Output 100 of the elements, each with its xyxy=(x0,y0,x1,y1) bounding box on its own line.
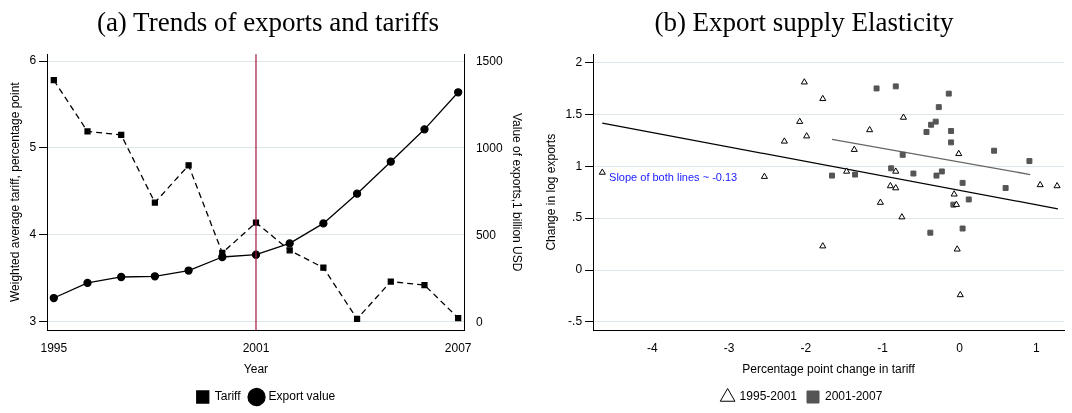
point xyxy=(780,137,788,144)
x-tick-label: -4 xyxy=(646,340,658,355)
annotation: Slope of both lines ~ -0.13 xyxy=(609,171,738,184)
point xyxy=(910,170,917,177)
point xyxy=(819,94,827,102)
y-tick-label: 3 xyxy=(29,313,37,328)
point xyxy=(852,171,859,178)
point xyxy=(948,128,955,134)
point xyxy=(950,190,958,197)
point xyxy=(892,167,900,174)
y-tick-label: 6 xyxy=(29,53,37,68)
chart-title: (a) Trends of exports and tariffs xyxy=(95,6,441,39)
chart-title: (b) Export supply Elasticity xyxy=(653,6,955,39)
point xyxy=(286,247,293,254)
x-axis-title: Percentage point change in tariff xyxy=(742,362,916,377)
point xyxy=(873,85,880,92)
point xyxy=(50,77,57,84)
point xyxy=(898,213,906,220)
point xyxy=(938,168,945,175)
y2-tick-label: 500 xyxy=(475,227,497,242)
point xyxy=(892,83,899,90)
x-tick-label: 1 xyxy=(1033,340,1040,355)
point xyxy=(933,172,940,179)
point xyxy=(888,165,895,172)
point xyxy=(892,184,900,191)
y-tick-label: 1 xyxy=(575,158,583,173)
point xyxy=(454,88,463,97)
point xyxy=(118,131,125,139)
y-axis-title: Weighted average tariff, percentage point xyxy=(7,81,22,303)
point xyxy=(959,225,966,232)
point xyxy=(899,113,907,120)
point xyxy=(850,145,858,152)
point xyxy=(151,199,159,206)
point xyxy=(185,162,192,169)
x-tick-label: 2007 xyxy=(444,340,472,355)
y-tick-label: 1.5 xyxy=(565,106,583,121)
y-tick-label: .5 xyxy=(572,210,583,225)
point xyxy=(387,278,394,285)
y-tick-label: 2 xyxy=(575,54,583,69)
point xyxy=(319,219,328,228)
point xyxy=(935,104,942,111)
point xyxy=(598,168,606,175)
point xyxy=(955,149,963,157)
y-tick-label: -.5 xyxy=(568,314,583,329)
point xyxy=(945,90,952,97)
point xyxy=(886,181,894,189)
point xyxy=(956,290,964,298)
point xyxy=(819,242,827,249)
point xyxy=(829,172,835,179)
point xyxy=(1036,180,1044,188)
point xyxy=(150,272,160,281)
point xyxy=(1026,158,1033,165)
y-axis-title: Change in log exports xyxy=(543,133,558,251)
point xyxy=(117,272,126,282)
legend-label: Export value xyxy=(268,389,336,404)
point xyxy=(923,129,930,135)
point xyxy=(928,121,935,128)
point xyxy=(83,278,92,288)
point xyxy=(455,314,462,322)
x-axis-title: Year xyxy=(243,362,269,377)
y2-tick-label: 1500 xyxy=(475,53,503,68)
point xyxy=(959,179,966,186)
point xyxy=(800,78,808,85)
x-tick-label: 1995 xyxy=(40,340,68,355)
point xyxy=(927,229,934,236)
y-tick-label: 0 xyxy=(575,262,583,277)
point xyxy=(352,189,362,198)
point xyxy=(843,167,851,174)
x-tick-label: -3 xyxy=(723,340,735,355)
point xyxy=(1002,185,1009,192)
y-tick-label: 4 xyxy=(29,227,37,242)
y-tick-label: 5 xyxy=(29,140,37,155)
legend-label: 1995-2001 xyxy=(739,389,798,404)
point xyxy=(421,281,428,289)
point xyxy=(991,147,998,154)
x-tick-label: 2001 xyxy=(242,340,270,355)
legend-label: Tariff xyxy=(214,389,242,404)
point xyxy=(760,172,768,179)
point xyxy=(386,157,395,166)
point xyxy=(420,125,429,134)
point xyxy=(84,128,91,135)
point xyxy=(932,118,939,125)
x-tick-label: -2 xyxy=(800,340,812,355)
x-tick-label: 0 xyxy=(956,340,964,355)
point xyxy=(965,196,972,203)
point xyxy=(876,198,884,205)
point xyxy=(353,315,361,323)
point xyxy=(953,245,961,252)
point xyxy=(796,117,804,124)
point xyxy=(866,125,874,133)
point xyxy=(184,266,193,275)
legend-label: 2001-2007 xyxy=(825,389,883,404)
point xyxy=(285,239,294,248)
point xyxy=(899,151,906,158)
point xyxy=(49,293,58,303)
y2-axis-title: Value of exports,1 billion USD xyxy=(510,112,525,272)
x-tick-label: -1 xyxy=(877,340,889,355)
point xyxy=(320,264,327,271)
y2-tick-label: 0 xyxy=(475,314,483,329)
y2-tick-label: 1000 xyxy=(475,140,503,155)
